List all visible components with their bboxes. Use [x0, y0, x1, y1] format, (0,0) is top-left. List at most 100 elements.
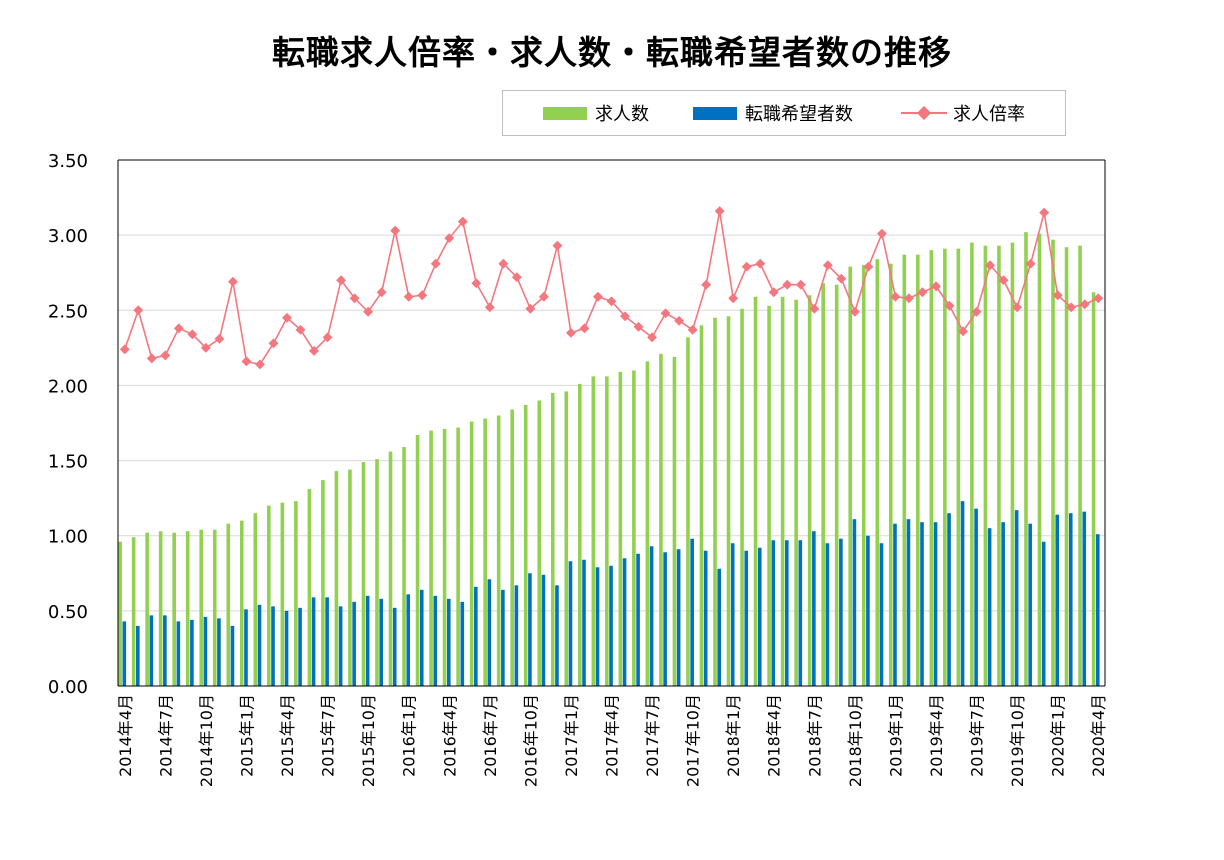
x-tick-label: 2017年7月 [643, 694, 662, 777]
point-ratio [849, 306, 860, 317]
bar-jobs [997, 245, 1001, 687]
bar-jobs [158, 531, 163, 686]
bar-seekers [568, 561, 573, 686]
point-ratio [309, 345, 319, 356]
point-ratio [173, 323, 184, 334]
point-ratio [917, 287, 928, 298]
bar-jobs [375, 459, 379, 686]
bar-seekers [365, 595, 370, 686]
point-ratio [687, 324, 698, 335]
bar-jobs [632, 370, 636, 686]
y-tick-label: 3.50 [48, 151, 88, 172]
legend-item-jobs: 求人数 [543, 91, 649, 135]
bar-seekers [136, 625, 140, 686]
bar-seekers [798, 540, 803, 686]
bar-jobs [239, 520, 244, 686]
bar-seekers [541, 574, 546, 686]
point-ratio [863, 261, 874, 272]
legend-label-ratio: 求人倍率 [953, 104, 1025, 125]
legend-label-jobs: 求人数 [595, 104, 649, 125]
legend-swatch-ratio [901, 106, 947, 120]
bar-jobs [1037, 233, 1042, 686]
bar-seekers [920, 522, 924, 686]
bar-seekers [757, 547, 762, 686]
bar-jobs [875, 259, 880, 686]
bar-jobs [1024, 232, 1028, 686]
bar-seekers [311, 597, 316, 686]
point-ratio [214, 333, 225, 344]
bar-jobs [415, 435, 420, 686]
point-ratio [403, 291, 414, 302]
bar-seekers [176, 621, 181, 686]
bar-jobs [510, 409, 514, 686]
point-ratio [579, 323, 590, 334]
bar-jobs [929, 250, 934, 686]
bar-jobs [1091, 292, 1096, 686]
point-ratio [674, 315, 685, 326]
x-tick-label: 2014年10月 [197, 694, 216, 787]
bar-jobs [402, 447, 406, 686]
point-ratio [647, 332, 658, 343]
point-ratio [822, 260, 833, 271]
point-ratio [904, 293, 914, 304]
bar-jobs [442, 429, 447, 686]
bar-seekers [257, 604, 262, 686]
point-ratio [876, 228, 887, 239]
y-tick-label: 1.00 [48, 527, 88, 548]
bar-jobs [591, 376, 596, 686]
bar-seekers [987, 528, 992, 686]
point-ratio [511, 272, 522, 283]
point-ratio [444, 233, 455, 244]
bar-jobs [1010, 242, 1015, 686]
x-tick-label: 2020年1月 [1049, 694, 1068, 777]
point-ratio [255, 359, 265, 370]
point-ratio [701, 279, 712, 290]
bar-jobs [523, 404, 528, 686]
bar-seekers [298, 607, 302, 686]
bar-jobs [321, 480, 325, 686]
bar-seekers [474, 586, 478, 686]
bar-jobs [605, 376, 609, 686]
bar-seekers [217, 618, 221, 686]
legend-item-ratio: 求人倍率 [901, 91, 1025, 135]
bar-jobs [388, 451, 393, 686]
legend-swatch-jobs [543, 106, 587, 120]
bar-seekers [514, 585, 519, 686]
bar-seekers [325, 597, 329, 686]
bar-seekers [1055, 514, 1060, 686]
bar-jobs [807, 295, 812, 686]
x-tick-label: 2020年4月 [1089, 694, 1108, 777]
bar-jobs [618, 371, 623, 686]
bar-seekers [460, 601, 465, 686]
point-ratio [227, 276, 238, 287]
bar-jobs [726, 316, 731, 686]
chart-title: 転職求人倍率・求人数・転職希望者数の推移 [272, 33, 952, 72]
bar-jobs [699, 325, 704, 686]
bar-seekers [230, 625, 235, 686]
bar-seekers [392, 607, 397, 686]
bar-jobs [834, 284, 839, 686]
bar-seekers [771, 540, 776, 686]
bar-seekers [879, 543, 884, 686]
legend-label-seekers: 転職希望者数 [745, 104, 853, 125]
bar-jobs [902, 254, 907, 686]
bar-jobs [577, 383, 582, 686]
bar-seekers [1001, 522, 1005, 686]
bar-jobs [956, 248, 961, 686]
bar-seekers [649, 546, 654, 686]
point-ratio [363, 306, 374, 317]
bar-jobs [280, 502, 285, 686]
point-ratio [714, 206, 725, 217]
point-ratio [119, 344, 130, 355]
point-ratio [1012, 302, 1023, 313]
point-ratio [133, 305, 144, 316]
bar-jobs [1064, 247, 1069, 686]
bar-jobs [970, 242, 974, 686]
bar-seekers [636, 553, 640, 686]
x-tick-label: 2015年4月 [278, 694, 297, 777]
bar-jobs [429, 430, 433, 686]
x-tick-label: 2019年4月 [927, 694, 946, 777]
point-ratio [1025, 258, 1036, 269]
bar-seekers [446, 598, 451, 686]
bar-seekers [122, 621, 127, 686]
